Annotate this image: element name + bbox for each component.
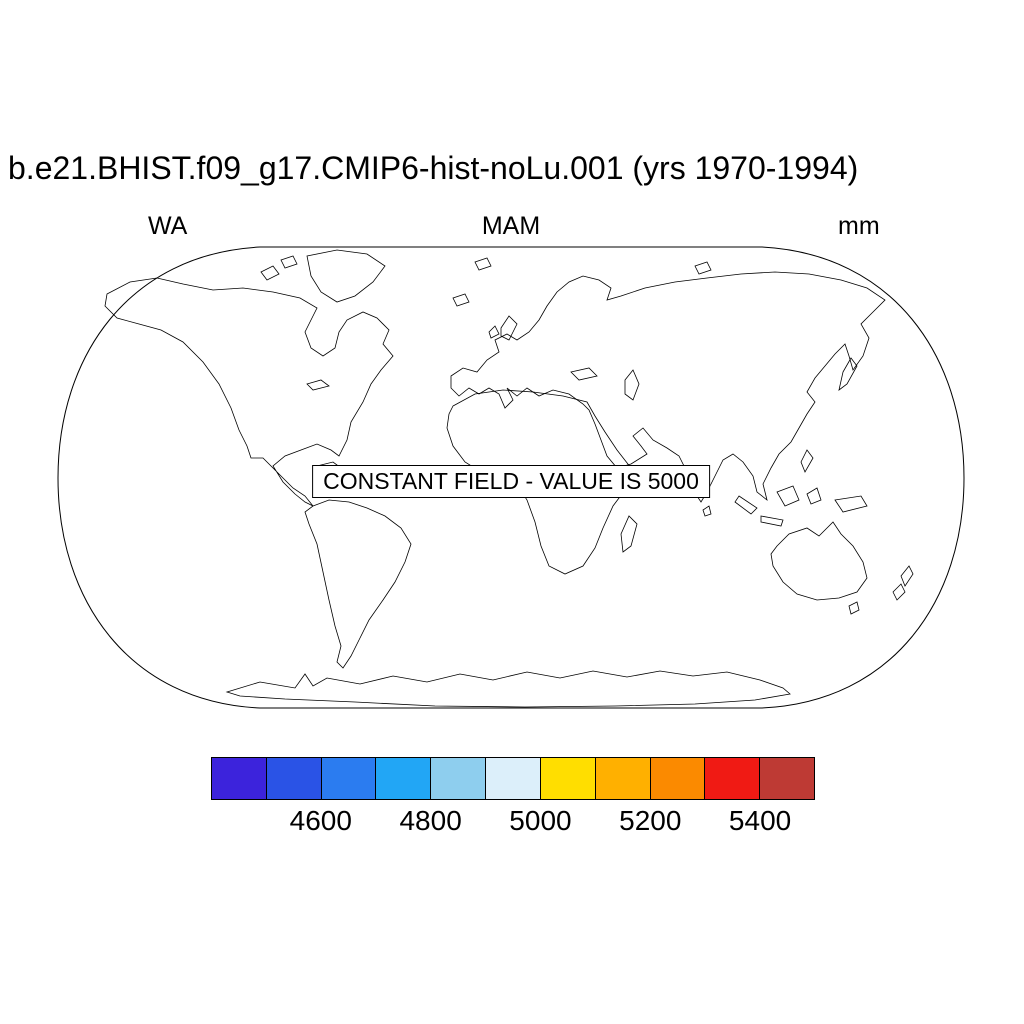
left-subtitle: WA	[148, 212, 188, 240]
tasmania-outline	[848, 601, 860, 615]
great-lakes-outline	[306, 379, 330, 391]
projection-outline	[57, 246, 965, 709]
south-america-outline	[304, 499, 412, 669]
borneo-outline	[776, 485, 800, 507]
australia-outline	[770, 521, 868, 601]
greenland-outline	[306, 249, 386, 303]
colorbar-tick-label: 5000	[509, 805, 572, 836]
colorbar-cell	[705, 757, 761, 800]
colorbar-cell	[486, 757, 541, 800]
colorbar-cell	[266, 757, 322, 800]
uk-outline	[500, 315, 518, 341]
units-subtitle: mm	[838, 212, 880, 240]
new-guinea-outline	[834, 495, 868, 513]
colorbar-cell	[540, 757, 596, 800]
constant-field-annotation: CONSTANT FIELD - VALUE IS 5000	[312, 465, 710, 498]
colorbar-tick-row: 4600 4800 5000 5200 5400	[211, 805, 815, 839]
colorbar-tick-label: 5400	[728, 805, 792, 836]
madagascar-outline	[620, 515, 638, 553]
japan-outline	[838, 357, 858, 391]
ireland-outline	[488, 325, 500, 339]
world-map: CONSTANT FIELD - VALUE IS 5000	[55, 244, 967, 711]
colorbar-cell	[431, 757, 487, 800]
arctic-islands-outline	[260, 255, 712, 281]
colorbar-tick-label: 4600	[289, 805, 352, 836]
colorbar-cell	[650, 757, 706, 800]
caspian-sea-outline	[624, 369, 640, 401]
java-outline	[760, 515, 784, 527]
colorbar-cell	[595, 757, 651, 800]
eurasia-outline	[450, 271, 886, 503]
colorbar-cell	[211, 757, 267, 800]
north-america-outline	[104, 277, 394, 507]
sulawesi-outline	[806, 487, 822, 505]
colorbar-cell	[760, 757, 815, 800]
plot-title: b.e21.BHIST.f09_g17.CMIP6-hist-noLu.001 …	[8, 150, 859, 186]
coastlines	[104, 249, 914, 708]
antarctica-outline	[225, 670, 791, 708]
season-subtitle: MAM	[481, 212, 541, 240]
new-zealand-outline	[892, 565, 914, 601]
iceland-outline	[452, 293, 470, 307]
colorbar-cell	[376, 757, 432, 800]
colorbar-cell	[321, 757, 377, 800]
colorbar-tick-label: 4800	[399, 805, 462, 836]
sumatra-outline	[734, 495, 758, 515]
colorbar-tick-label: 5200	[619, 805, 682, 836]
philippines-outline	[800, 449, 814, 473]
sri-lanka-outline	[702, 505, 712, 517]
colorbar	[211, 757, 815, 800]
black-sea-outline	[570, 367, 598, 381]
world-map-svg	[57, 246, 965, 709]
